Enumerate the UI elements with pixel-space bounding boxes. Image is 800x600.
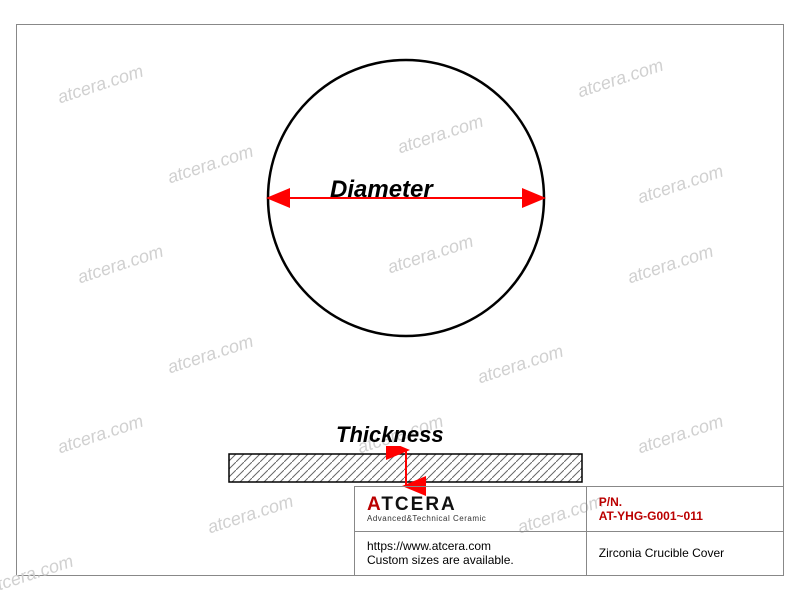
watermark: atcera.com [575, 55, 666, 102]
diameter-label: Diameter [330, 176, 433, 204]
watermark: atcera.com [55, 61, 146, 108]
watermark: atcera.com [75, 241, 166, 288]
watermark: atcera.com [475, 341, 566, 388]
legend-top-row: ATCERA Advanced&Technical Ceramic P/N. A… [355, 487, 783, 532]
watermark: atcera.com [635, 411, 726, 458]
pn-label: P/N. [599, 495, 771, 509]
watermark: atcera.com [635, 161, 726, 208]
logo-subtitle: Advanced&Technical Ceramic [367, 514, 574, 523]
watermark: atcera.com [205, 491, 296, 538]
custom-text: Custom sizes are available. [367, 553, 574, 567]
watermark: atcera.com [165, 141, 256, 188]
product-name: Zirconia Crucible Cover [599, 546, 724, 560]
watermark: atcera.com [0, 551, 76, 598]
logo-a: A [367, 494, 381, 515]
url-text: https://www.atcera.com [367, 539, 574, 553]
legend-logo-cell: ATCERA Advanced&Technical Ceramic [355, 487, 587, 531]
watermark: atcera.com [625, 241, 716, 288]
logo-text: ATCERA [367, 494, 574, 516]
watermark: atcera.com [165, 331, 256, 378]
legend-box: ATCERA Advanced&Technical Ceramic P/N. A… [354, 486, 784, 576]
thickness-label: Thickness [336, 422, 444, 448]
legend-name-cell: Zirconia Crucible Cover [587, 532, 783, 576]
pn-value: AT-YHG-G001~011 [599, 509, 771, 523]
legend-bottom-row: https://www.atcera.com Custom sizes are … [355, 532, 783, 576]
legend-url-cell: https://www.atcera.com Custom sizes are … [355, 532, 587, 576]
watermark: atcera.com [55, 411, 146, 458]
legend-pn-cell: P/N. AT-YHG-G001~011 [587, 487, 783, 531]
